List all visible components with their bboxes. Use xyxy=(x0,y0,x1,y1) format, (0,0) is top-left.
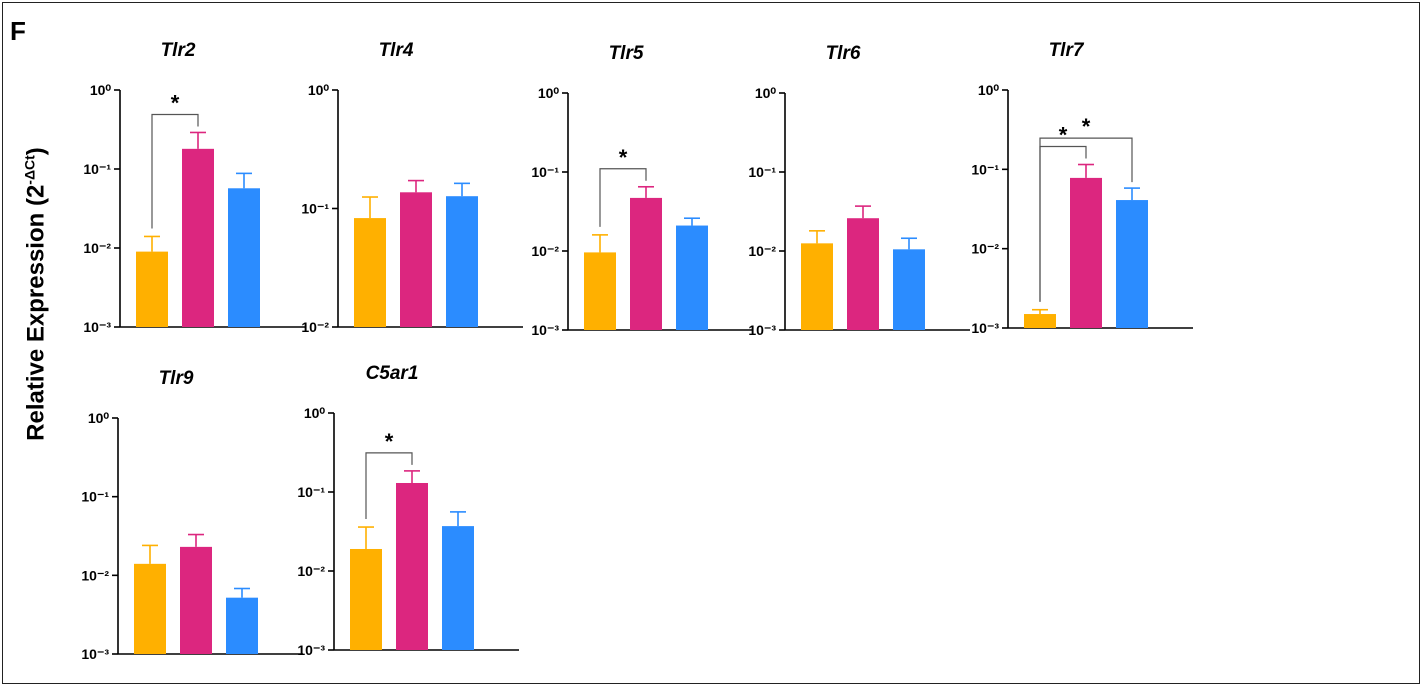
y-tick-label: 10⁰ xyxy=(755,85,777,101)
y-tick-label: 10⁻² xyxy=(971,241,999,257)
y-tick-label: 10⁰ xyxy=(978,82,1000,98)
y-tick-label: 10⁻³ xyxy=(531,322,559,338)
y-tick-label: 10⁻³ xyxy=(971,320,999,336)
y-tick-label: 10⁻¹ xyxy=(83,161,111,177)
chart-title: Tlr7 xyxy=(1049,40,1085,61)
significance-star: * xyxy=(171,90,180,115)
y-tick-label: 10⁻¹ xyxy=(971,161,999,177)
bar xyxy=(400,192,432,327)
bar xyxy=(226,598,258,654)
y-tick-label: 10⁰ xyxy=(308,82,330,98)
bar xyxy=(396,483,428,650)
y-tick-label: 10⁻³ xyxy=(81,646,109,662)
significance-star: * xyxy=(1082,114,1091,139)
bar xyxy=(630,198,662,330)
bar xyxy=(134,564,166,654)
y-tick-label: 10⁻³ xyxy=(83,319,111,335)
y-tick-label: 10⁻¹ xyxy=(531,164,559,180)
chart-title: Tlr6 xyxy=(826,43,861,64)
y-tick-label: 10⁻¹ xyxy=(301,201,329,217)
chart-title: C5ar1 xyxy=(366,363,419,384)
y-tick-label: 10⁰ xyxy=(304,405,326,421)
bar xyxy=(354,218,386,327)
bar xyxy=(350,549,382,650)
bar xyxy=(584,252,616,330)
y-tick-label: 10⁻² xyxy=(531,243,559,259)
bar xyxy=(676,226,708,330)
y-tick-label: 10⁻² xyxy=(301,319,329,335)
bar xyxy=(136,252,168,327)
bar xyxy=(893,249,925,330)
y-tick-label: 10⁻² xyxy=(81,567,109,583)
chart-title: Tlr5 xyxy=(609,43,644,64)
y-tick-label: 10⁻³ xyxy=(748,322,776,338)
bar xyxy=(446,196,478,327)
significance-star: * xyxy=(385,429,394,454)
bar xyxy=(801,243,833,330)
bar xyxy=(442,526,474,650)
bar xyxy=(180,547,212,654)
bar xyxy=(847,218,879,330)
significance-star: * xyxy=(1059,123,1068,148)
y-tick-label: 10⁻¹ xyxy=(748,164,776,180)
y-tick-label: 10⁻² xyxy=(297,563,325,579)
bar xyxy=(1070,178,1102,328)
bar xyxy=(1024,314,1056,328)
chart-title: Tlr9 xyxy=(159,368,194,389)
chart-title: Tlr2 xyxy=(161,40,196,61)
y-tick-label: 10⁻² xyxy=(748,243,776,259)
bar xyxy=(1116,200,1148,328)
y-tick-label: 10⁰ xyxy=(538,85,560,101)
y-tick-label: 10⁰ xyxy=(88,410,110,426)
y-tick-label: 10⁻³ xyxy=(297,642,325,658)
y-tick-label: 10⁻¹ xyxy=(297,484,325,500)
y-tick-label: 10⁻² xyxy=(83,240,111,256)
bar xyxy=(182,149,214,327)
y-tick-label: 10⁰ xyxy=(90,82,112,98)
bar xyxy=(228,188,260,327)
significance-star: * xyxy=(619,145,628,170)
chart-title: Tlr4 xyxy=(379,40,414,61)
y-tick-label: 10⁻¹ xyxy=(81,489,109,505)
